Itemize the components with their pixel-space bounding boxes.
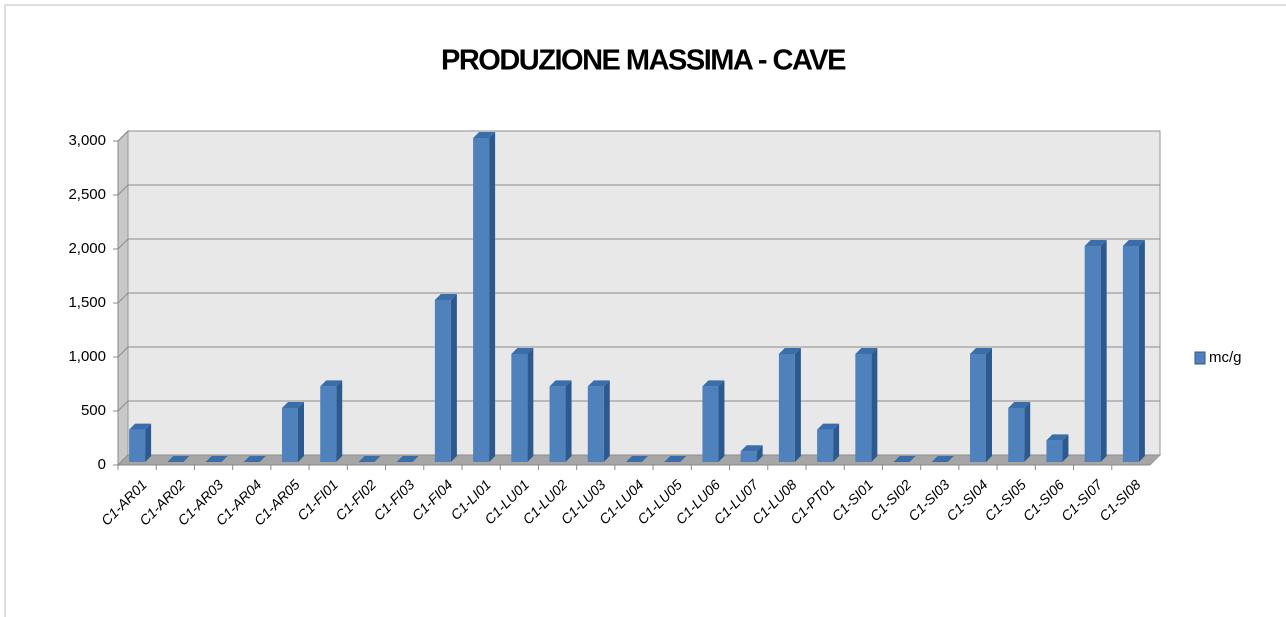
- x-tick-label: C1-FI01: [294, 476, 341, 523]
- x-tick-label: C1-SI06: [1020, 476, 1068, 524]
- bar: [549, 386, 566, 462]
- bar: [473, 138, 490, 462]
- bar: [817, 429, 834, 462]
- bar-top: [434, 294, 457, 300]
- bar-top: [243, 456, 266, 462]
- y-tick-label: 2,000: [68, 240, 106, 257]
- bar: [129, 429, 146, 462]
- bar-top: [931, 456, 954, 462]
- chart-border: [4, 4, 1286, 617]
- bar-top: [1046, 434, 1069, 441]
- grid-line: [117, 346, 1160, 358]
- x-tick-label: C1-SI03: [905, 476, 953, 524]
- bar: [1122, 246, 1139, 462]
- bar-side: [298, 402, 304, 462]
- bar-top: [740, 445, 763, 452]
- bar-top: [167, 456, 190, 462]
- bar-side: [1100, 240, 1107, 462]
- bar-top: [587, 380, 610, 387]
- x-tick-label: C1-SI04: [943, 476, 991, 524]
- bar-top: [893, 456, 916, 462]
- bar: [1008, 408, 1025, 462]
- bar-side: [145, 423, 152, 462]
- bar-side: [833, 423, 840, 462]
- bar: [855, 354, 872, 462]
- bar: [434, 300, 451, 462]
- x-tick-label: C1-FI02: [332, 476, 379, 523]
- bar-top: [1084, 240, 1107, 246]
- bar-side: [718, 380, 725, 462]
- bar-top: [702, 380, 725, 387]
- bar: [1046, 440, 1063, 462]
- x-tick-label: C1-SI05: [981, 476, 1029, 524]
- bar: [320, 386, 337, 462]
- y-tick-label: 1,500: [68, 294, 106, 311]
- bar-side: [565, 380, 572, 462]
- bar-top: [473, 132, 496, 138]
- y-tick-label: 2,500: [68, 186, 106, 203]
- bar: [778, 354, 795, 462]
- bar-top: [778, 348, 801, 354]
- bar-side: [1138, 240, 1145, 462]
- bar-side: [1024, 402, 1031, 462]
- x-tick-label: C1-SI02: [867, 476, 915, 524]
- bar-top: [664, 456, 687, 462]
- y-tick-label: 0: [98, 456, 106, 473]
- bar-top: [1122, 240, 1145, 246]
- y-tick-label: 500: [81, 402, 106, 419]
- grid-line: [117, 130, 1160, 142]
- bar-side: [603, 380, 610, 462]
- bar: [702, 386, 719, 462]
- bar-top: [970, 348, 992, 354]
- legend-label: mc/g: [1209, 349, 1242, 366]
- bar-side: [527, 348, 534, 462]
- x-tick-label: C1-SI01: [828, 476, 876, 524]
- bar-top: [129, 423, 152, 430]
- legend-swatch: [1194, 351, 1206, 365]
- bar-top: [282, 402, 304, 408]
- bar: [511, 354, 528, 462]
- y-tick-label: 1,000: [68, 348, 106, 365]
- bar: [1084, 246, 1101, 462]
- grid-line: [117, 292, 1160, 304]
- bar-top: [396, 456, 419, 462]
- bar-side: [756, 445, 763, 462]
- bar-side: [986, 348, 992, 462]
- bar-side: [1062, 434, 1069, 462]
- bar-top: [1008, 402, 1031, 408]
- bar-side: [450, 294, 457, 462]
- bar-top: [549, 380, 572, 387]
- y-tick-label: 3,000: [68, 132, 106, 149]
- x-tick-label: C1-SI08: [1096, 476, 1144, 524]
- bar-top: [817, 423, 840, 430]
- bar-top: [511, 348, 534, 354]
- x-tick-label: C1-FI04: [409, 476, 456, 523]
- grid-line: [117, 400, 1160, 412]
- bar-top: [626, 456, 648, 462]
- bar: [282, 408, 298, 462]
- bar-side: [489, 132, 496, 462]
- bar: [587, 386, 604, 462]
- grid-line: [117, 184, 1160, 196]
- grid-line: [117, 454, 1160, 466]
- grid-line: [117, 238, 1160, 250]
- bar-top: [205, 456, 228, 462]
- bar: [970, 354, 986, 462]
- bar-side: [336, 380, 343, 462]
- bar-top: [855, 348, 878, 354]
- x-tick-label: C1-FI03: [370, 476, 417, 523]
- bar-top: [320, 380, 343, 387]
- bar: [740, 451, 757, 462]
- bar-side: [794, 348, 801, 462]
- chart-title: PRODUZIONE MASSIMA - CAVE: [441, 45, 846, 77]
- bar-side: [871, 348, 878, 462]
- bar-top: [358, 456, 381, 462]
